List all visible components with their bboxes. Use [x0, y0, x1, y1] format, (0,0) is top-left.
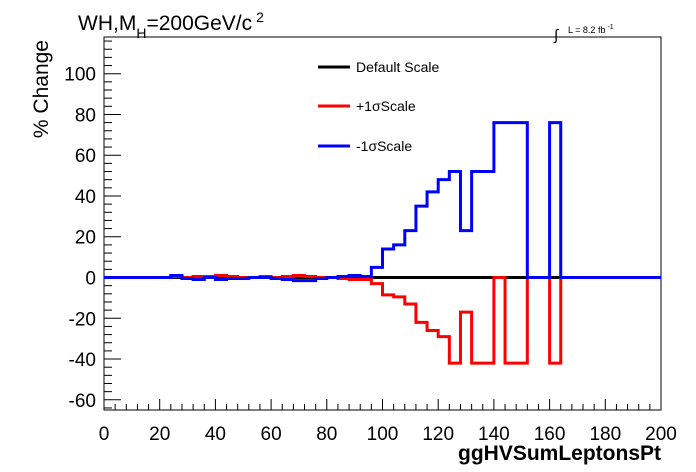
series-line-1-scale	[104, 121, 661, 283]
luminosity-label: L = 8.2 fb -1	[568, 24, 614, 35]
y-tick-label: 0	[85, 269, 96, 290]
x-tick-label: 160	[534, 424, 566, 445]
y-tick-label: 40	[75, 187, 96, 208]
legend: Default Scale +1σScale -1σScale	[318, 59, 439, 154]
legend-label-plus-1sigma: +1σScale	[356, 98, 416, 114]
y-axis-title: % Change	[30, 40, 53, 138]
y-tick-label: 100	[64, 65, 96, 86]
legend-label-default-scale: Default Scale	[356, 59, 439, 75]
x-tick-label: 60	[261, 424, 282, 445]
y-tick-label: -40	[69, 350, 96, 371]
x-tick-label: 80	[316, 424, 337, 445]
y-tick-label: 60	[75, 146, 96, 167]
legend-label-minus-1sigma: -1σScale	[356, 138, 412, 154]
x-tick-label: 40	[205, 424, 226, 445]
x-tick-label: 0	[99, 424, 110, 445]
x-tick-label: 180	[589, 424, 621, 445]
x-tick-label: 120	[422, 424, 454, 445]
y-tick-label: -60	[69, 391, 96, 412]
x-axis-title: ggHVSumLeptonsPt	[458, 442, 661, 465]
y-tick-label: 20	[75, 228, 96, 249]
x-tick-label: 200	[645, 424, 677, 445]
x-tick-label: 140	[478, 424, 510, 445]
process-label: WH,MH=200GeV/c 2	[78, 9, 264, 41]
y-tick-label: -20	[69, 309, 96, 330]
integral-sign: ∫	[553, 27, 560, 44]
y-tick-label: 80	[75, 105, 96, 126]
axis-ticks: 0 20 40 60 80 100 120 140 160 180 200 -60 -40 -20 0 20 4…	[64, 40, 677, 445]
x-tick-label: 20	[149, 424, 170, 445]
series-layer	[104, 121, 661, 365]
x-tick-label: 100	[367, 424, 399, 445]
